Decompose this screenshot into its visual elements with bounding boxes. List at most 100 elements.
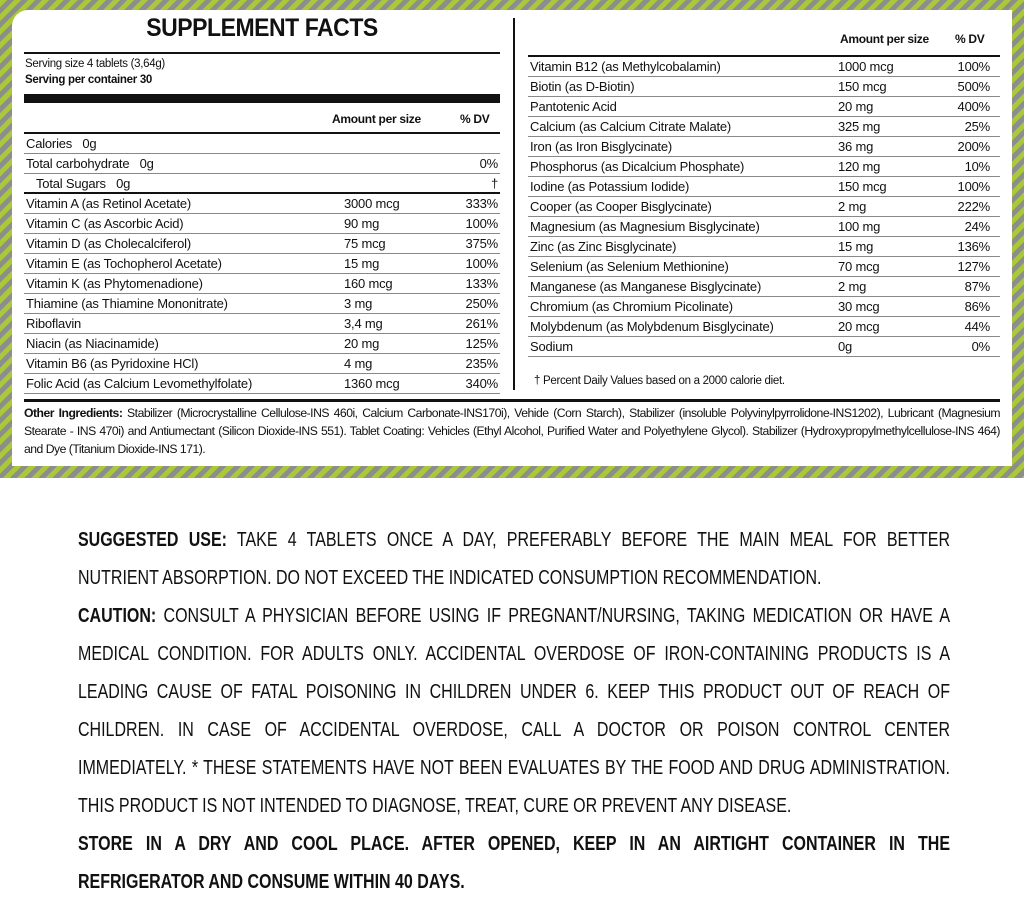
label-title: SUPPLEMENT FACTS <box>146 14 378 42</box>
nutrient-name: Vitamin A (as Retinol Acetate) <box>26 196 192 211</box>
nutrient-amount: 1000 mcg <box>838 59 894 74</box>
nutrient-row: Pantotenic Acid 20 mg 400% <box>528 97 1000 117</box>
nutrient-row: Molybdenum (as Molybdenum Bisglycinate) 2… <box>528 317 1000 337</box>
nutrient-name: Vitamin B6 (as Pyridoxine HCl) <box>26 356 199 371</box>
nutrient-row: Thiamine (as Thiamine Mononitrate) 3 mg 25… <box>24 294 500 314</box>
other-ingredients-label: Other Ingredients: <box>24 406 123 420</box>
usage-instructions: SUGGESTED USE: TAKE 4 TABLETS ONCE A DAY… <box>78 521 950 901</box>
thick-divider <box>24 94 500 103</box>
column-divider <box>513 18 515 390</box>
nutrient-dv: 86% <box>964 299 991 314</box>
nutrient-name: Biotin (as D-Biotin) <box>530 79 635 94</box>
nutrient-row: Total Sugars 0g † <box>24 174 500 194</box>
nutrient-name: Calcium (as Calcium Citrate Malate) <box>530 119 732 134</box>
nutrient-dv: 100% <box>957 59 991 74</box>
nutrient-row: Vitamin K (as Phytomenadione) 160 mcg 133% <box>24 274 500 294</box>
nutrient-dv: 10% <box>964 159 991 174</box>
servings-per-container: Serving per container 30 <box>25 74 153 86</box>
nutrient-dv: 125% <box>465 336 499 351</box>
nutrient-dv: 133% <box>465 276 499 291</box>
nutrient-amount: 4 mg <box>344 356 373 371</box>
caution-label: CAUTION: <box>78 605 157 627</box>
divider <box>528 55 1000 57</box>
nutrient-row: Chromium (as Chromium Picolinate) 30 mcg 8… <box>528 297 1000 317</box>
nutrient-dv: 136% <box>957 239 991 254</box>
nutrient-row: Selenium (as Selenium Methionine) 70 mcg 1… <box>528 257 1000 277</box>
nutrient-name: Folic Acid (as Calcium Levomethylfolate) <box>26 376 253 391</box>
other-ingredients-text: Stabilizer (Microcrystalline Cellulose-I… <box>24 406 1001 456</box>
nutrient-dv: 44% <box>964 319 991 334</box>
nutrient-name: Iron (as Iron Bisglycinate) <box>530 139 672 154</box>
nutrient-row: Riboflavin 3,4 mg 261% <box>24 314 500 334</box>
nutrient-name: Vitamin D (as Cholecalciferol) <box>26 236 191 251</box>
nutrient-name: Vitamin K (as Phytomenadione) <box>26 276 203 291</box>
nutrient-row: Magnesium (as Magnesium Bisglycinate) 100… <box>528 217 1000 237</box>
nutrient-row: Vitamin B6 (as Pyridoxine HCl) 4 mg 235% <box>24 354 500 374</box>
nutrient-amount: 1360 mcg <box>344 376 400 391</box>
nutrient-name: Zinc (as Zinc Bisglycinate) <box>530 239 677 254</box>
nutrient-dv: 340% <box>465 376 499 391</box>
nutrient-amount: 3000 mcg <box>344 196 400 211</box>
nutrient-name: Vitamin C (as Ascorbic Acid) <box>26 216 184 231</box>
nutrient-row: Vitamin B12 (as Methylcobalamin) 1000 mcg… <box>528 57 1000 77</box>
nutrient-name: Total Sugars 0g <box>26 176 131 191</box>
nutrient-dv: 0% <box>971 339 991 354</box>
nutrient-amount: 70 mcg <box>838 259 880 274</box>
nutrient-dv: 0% <box>479 156 499 171</box>
nutrient-dv: 500% <box>957 79 991 94</box>
nutrient-dv: 235% <box>465 356 499 371</box>
label-panel <box>12 10 1012 466</box>
nutrient-name: Pantotenic Acid <box>530 99 617 114</box>
nutrient-row: Vitamin A (as Retinol Acetate) 3000 mcg 33… <box>24 194 500 214</box>
nutrient-amount: 3 mg <box>344 296 373 311</box>
nutrient-row: Cooper (as Cooper Bisglycinate) 2 mg 222% <box>528 197 1000 217</box>
nutrient-name: Phosphorus (as Dicalcium Phosphate) <box>530 159 745 174</box>
nutrient-amount: 36 mg <box>838 139 874 154</box>
nutrient-name: Magnesium (as Magnesium Bisglycinate) <box>530 219 760 234</box>
nutrient-name: Total carbohydrate 0g <box>26 156 154 171</box>
nutrient-amount: 20 mg <box>344 336 380 351</box>
nutrient-name: Sodium <box>530 339 573 354</box>
nutrient-name: Niacin (as Niacinamide) <box>26 336 159 351</box>
nutrient-amount: 120 mg <box>838 159 881 174</box>
nutrient-name: Manganese (as Manganese Bisglycinate) <box>530 279 762 294</box>
supplement-label: SUPPLEMENT FACTS Serving size 4 tablets … <box>0 0 1024 478</box>
nutrient-dv: 250% <box>465 296 499 311</box>
nutrient-name: Cooper (as Cooper Bisglycinate) <box>530 199 712 214</box>
nutrient-row: Vitamin C (as Ascorbic Acid) 90 mg 100% <box>24 214 500 234</box>
caution-text: CONSULT A PHYSICIAN BEFORE USING IF PREG… <box>78 605 950 817</box>
storage: STORE IN A DRY AND COOL PLACE. AFTER OPE… <box>78 825 950 901</box>
nutrient-row: Iodine (as Potassium Iodide) 150 mcg 100% <box>528 177 1000 197</box>
nutrient-row: Calcium (as Calcium Citrate Malate) 325 m… <box>528 117 1000 137</box>
nutrient-amount: 325 mg <box>838 119 881 134</box>
nutrient-row: Calories 0g <box>24 134 500 154</box>
nutrient-dv: 100% <box>465 256 499 271</box>
nutrient-amount: 3,4 mg <box>344 316 383 331</box>
nutrient-amount: 15 mg <box>838 239 874 254</box>
nutrient-row: Zinc (as Zinc Bisglycinate) 15 mg 136% <box>528 237 1000 257</box>
nutrient-name: Vitamin B12 (as Methylcobalamin) <box>530 59 721 74</box>
nutrient-amount: 0g <box>838 339 853 354</box>
nutrient-row: Vitamin D (as Cholecalciferol) 75 mcg 375% <box>24 234 500 254</box>
suggested-use-text: TAKE 4 TABLETS ONCE A DAY, PREFERABLY BE… <box>78 529 951 589</box>
nutrient-dv: 87% <box>964 279 991 294</box>
serving-size: Serving size 4 tablets (3,64g) <box>25 58 165 70</box>
nutrient-dv: 25% <box>964 119 991 134</box>
nutrient-row: Iron (as Iron Bisglycinate) 36 mg 200% <box>528 137 1000 157</box>
divider <box>24 52 500 54</box>
nutrient-row: Sodium 0g 0% <box>528 337 1000 357</box>
nutrient-dv: † <box>490 176 498 191</box>
nutrient-row: Niacin (as Niacinamide) 20 mg 125% <box>24 334 500 354</box>
nutrient-name: Vitamin E (as Tochopherol Acetate) <box>26 256 222 271</box>
dv-footnote: † Percent Daily Values based on a 2000 c… <box>534 375 785 387</box>
nutrient-dv: 24% <box>964 219 991 234</box>
nutrient-name: Calories 0g <box>26 136 97 151</box>
nutrient-row: Biotin (as D-Biotin) 150 mcg 500% <box>528 77 1000 97</box>
nutrient-dv: 261% <box>465 316 499 331</box>
suggested-use-label: SUGGESTED USE: <box>78 529 227 551</box>
nutrient-dv: 100% <box>957 179 991 194</box>
nutrient-amount: 15 mg <box>344 256 380 271</box>
nutrient-row: Phosphorus (as Dicalcium Phosphate) 120 m… <box>528 157 1000 177</box>
nutrient-amount: 75 mcg <box>344 236 386 251</box>
nutrient-row: Folic Acid (as Calcium Levomethylfolate)… <box>24 374 500 394</box>
